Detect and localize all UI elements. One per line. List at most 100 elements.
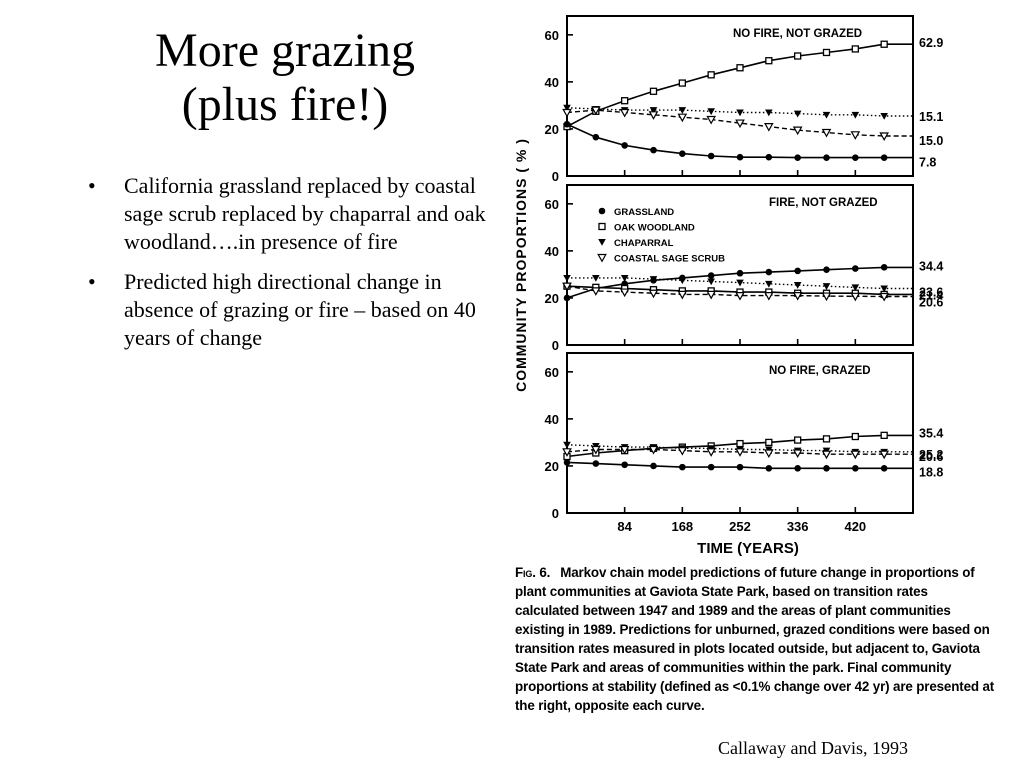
x-tick-label: 168 bbox=[671, 519, 693, 534]
bullet-dot: • bbox=[88, 173, 96, 198]
data-point bbox=[648, 111, 659, 120]
y-tick-label: 20 bbox=[545, 122, 559, 137]
data-point bbox=[592, 460, 600, 467]
end-value-label: 20.6 bbox=[919, 450, 943, 464]
legend-label: GRASSLAND bbox=[614, 207, 674, 218]
data-point bbox=[880, 154, 888, 161]
data-point bbox=[879, 132, 889, 142]
y-tick-label: 40 bbox=[545, 75, 559, 90]
data-point bbox=[621, 142, 628, 149]
data-point bbox=[619, 445, 630, 455]
figure-caption: Fig. 6. Markov chain model predictions of… bbox=[515, 563, 995, 715]
slide-title-line-1: More grazing bbox=[155, 24, 415, 77]
data-point bbox=[650, 462, 657, 470]
data-point bbox=[850, 450, 861, 460]
citation: Callaway and Davis, 1993 bbox=[718, 738, 908, 758]
data-point bbox=[591, 287, 601, 296]
y-tick-label: 20 bbox=[545, 459, 559, 474]
bullet-text: Predicted high directional change in abs… bbox=[124, 269, 476, 350]
data-point bbox=[822, 48, 831, 57]
data-point bbox=[792, 126, 803, 136]
data-point bbox=[880, 431, 888, 440]
data-point bbox=[706, 115, 716, 125]
data-point bbox=[562, 108, 572, 118]
data-point bbox=[677, 447, 688, 456]
data-point bbox=[851, 432, 859, 441]
legend-marker bbox=[598, 239, 606, 246]
data-point bbox=[851, 284, 860, 292]
data-point bbox=[736, 64, 744, 72]
data-point bbox=[621, 461, 628, 469]
data-point bbox=[678, 79, 686, 87]
data-point bbox=[620, 274, 629, 282]
data-point bbox=[735, 448, 745, 457]
data-point bbox=[851, 45, 859, 53]
data-point bbox=[591, 445, 601, 455]
bullet-text: California grassland replaced by coastal… bbox=[124, 173, 486, 254]
data-point bbox=[823, 266, 830, 274]
end-value-label: 15.0 bbox=[919, 134, 943, 148]
slide-title: More grazing (plus fire!) bbox=[70, 24, 500, 132]
data-point bbox=[821, 128, 832, 138]
data-point bbox=[794, 464, 801, 472]
y-tick-label: 60 bbox=[545, 365, 559, 380]
data-point bbox=[793, 110, 802, 118]
data-point bbox=[765, 57, 773, 65]
data-point bbox=[850, 292, 861, 302]
data-point bbox=[765, 280, 773, 288]
data-point bbox=[735, 291, 745, 301]
data-point bbox=[736, 463, 744, 471]
figure-caption-text: Markov chain model predictions of future… bbox=[515, 565, 995, 713]
data-point bbox=[764, 122, 774, 132]
data-point bbox=[821, 292, 832, 302]
data-point bbox=[736, 269, 744, 277]
data-point bbox=[880, 40, 888, 48]
end-value-label: 62.9 bbox=[919, 36, 943, 50]
data-point bbox=[706, 448, 716, 457]
data-point bbox=[880, 264, 888, 271]
data-point bbox=[880, 113, 888, 120]
data-point bbox=[707, 152, 715, 160]
x-axis-title: TIME (YEARS) bbox=[697, 540, 799, 557]
data-point bbox=[764, 291, 774, 301]
data-point bbox=[650, 146, 657, 154]
y-tick-label: 60 bbox=[545, 197, 559, 212]
data-point bbox=[736, 279, 744, 287]
data-point bbox=[706, 290, 716, 300]
data-point bbox=[793, 282, 802, 289]
legend-marker bbox=[598, 207, 606, 215]
data-point bbox=[792, 449, 803, 459]
legend-label: COASTAL SAGE SCRUB bbox=[614, 254, 725, 265]
figure-caption-label: Fig. 6. bbox=[515, 565, 551, 580]
data-point bbox=[679, 150, 686, 157]
data-point bbox=[649, 276, 658, 283]
data-point bbox=[792, 291, 803, 301]
data-point bbox=[822, 111, 831, 119]
end-value-label: 21.4 bbox=[919, 288, 943, 302]
end-value-label: 35.4 bbox=[919, 426, 943, 440]
panel-title: NO FIRE, GRAZED bbox=[769, 365, 871, 377]
data-point bbox=[707, 272, 715, 279]
data-point bbox=[736, 153, 744, 161]
legend-label: OAK WOODLAND bbox=[614, 223, 695, 234]
legend-label: CHAPARRAL bbox=[614, 238, 674, 249]
data-point bbox=[649, 87, 658, 95]
data-point bbox=[736, 109, 744, 117]
data-point bbox=[678, 277, 687, 285]
data-point bbox=[678, 107, 687, 114]
data-point bbox=[707, 108, 715, 116]
data-point bbox=[592, 133, 600, 141]
data-point bbox=[563, 294, 571, 302]
data-point bbox=[852, 464, 859, 472]
data-point bbox=[880, 285, 888, 293]
x-tick-label: 252 bbox=[729, 519, 751, 534]
data-point bbox=[563, 120, 571, 128]
data-point bbox=[822, 283, 831, 290]
y-tick-label: 0 bbox=[552, 506, 559, 521]
data-point bbox=[562, 282, 572, 292]
legend-marker bbox=[597, 253, 607, 263]
data-point bbox=[822, 435, 831, 443]
data-point bbox=[852, 265, 859, 272]
data-point bbox=[679, 463, 686, 471]
data-point bbox=[764, 449, 774, 459]
